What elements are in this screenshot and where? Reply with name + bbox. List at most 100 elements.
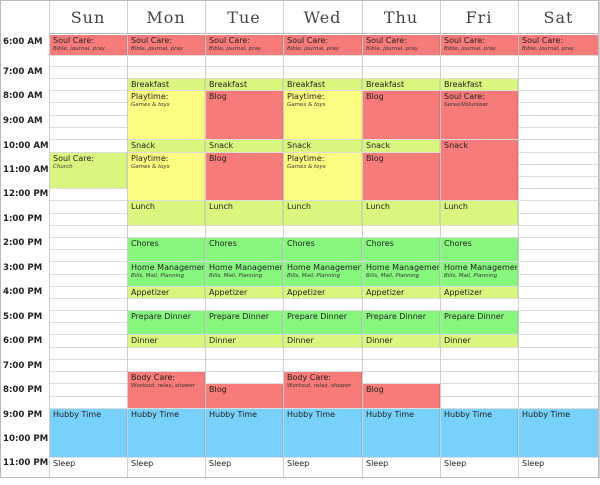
event-sleep[interactable]: Sleep: [363, 458, 440, 478]
event-sleep[interactable]: Sleep: [50, 458, 127, 478]
event-appetizer[interactable]: Appetizer: [284, 287, 362, 298]
event-breakfast[interactable]: Breakfast: [206, 79, 283, 90]
event-soul-care[interactable]: Soul Care: Bible, journal, pray: [519, 35, 599, 55]
event-prepare-dinner[interactable]: Prepare Dinner: [206, 311, 283, 334]
event-soul-care[interactable]: Soul Care: Bible, journal, pray: [206, 35, 283, 55]
event-blog[interactable]: Blog: [363, 91, 440, 139]
event-dinner[interactable]: Dinner: [363, 335, 440, 347]
event-sleep[interactable]: Sleep: [206, 458, 283, 478]
event-title: Prepare Dinner: [366, 312, 427, 321]
event-appetizer[interactable]: Appetizer: [441, 287, 518, 298]
event-chores[interactable]: Chores: [284, 238, 362, 261]
event-subtitle: Bills, Mail, Planning: [444, 273, 498, 279]
time-label: 11:00 AM: [3, 165, 49, 175]
event-hubby-time[interactable]: Hubby Time: [441, 409, 518, 457]
event-title: Lunch: [366, 202, 390, 211]
event-lunch[interactable]: Lunch: [206, 201, 283, 225]
event-blog[interactable]: Blog: [363, 384, 440, 408]
event-prepare-dinner[interactable]: Prepare Dinner: [284, 311, 362, 334]
time-label: 8:00 AM: [3, 91, 43, 101]
event-blog[interactable]: Blog: [363, 153, 440, 200]
event-hubby-time[interactable]: Hubby Time: [128, 409, 205, 457]
event-title: Breakfast: [444, 80, 483, 89]
event-sleep[interactable]: Sleep: [519, 458, 599, 478]
event-hubby-time[interactable]: Hubby Time: [284, 409, 362, 457]
event-lunch[interactable]: Lunch: [284, 201, 362, 225]
event-hubby-time[interactable]: Hubby Time: [519, 409, 599, 457]
grid-row-line: [49, 261, 599, 262]
event-subtitle: Bills, Mail, Planning: [209, 273, 263, 279]
event-appetizer[interactable]: Appetizer: [206, 287, 283, 298]
event-soul-care[interactable]: Soul Care: Serve/Volunteer: [441, 91, 518, 139]
event-snack[interactable]: Snack: [363, 140, 440, 152]
event-breakfast[interactable]: Breakfast: [363, 79, 440, 90]
event-body-care[interactable]: Body Care: Workout, relax, shower: [128, 372, 205, 408]
event-title: Home Management:: [287, 263, 362, 272]
event-lunch[interactable]: Lunch: [441, 201, 518, 225]
event-playtime[interactable]: Playtime: Games & toys: [284, 91, 362, 139]
event-home-management[interactable]: Home Management: Bills, Mail, Planning: [284, 262, 362, 286]
event-title: Snack: [444, 141, 469, 150]
event-blog[interactable]: Blog: [206, 153, 283, 200]
event-snack[interactable]: Snack: [441, 140, 518, 200]
event-subtitle: Bills, Mail, Planning: [366, 273, 420, 279]
event-body-care[interactable]: Body Care: Workout, relax, shower: [284, 372, 362, 408]
event-dinner[interactable]: Dinner: [206, 335, 283, 347]
event-home-management[interactable]: Home Management: Bills, Mail, Planning: [363, 262, 440, 286]
event-appetizer[interactable]: Appetizer: [128, 287, 205, 298]
event-breakfast[interactable]: Breakfast: [128, 79, 205, 90]
event-playtime[interactable]: Playtime: Games & toys: [284, 153, 362, 200]
event-soul-care[interactable]: Soul Care: Bible, journal, pray: [441, 35, 518, 55]
event-chores[interactable]: Chores: [128, 238, 205, 261]
event-title: Hubby Time: [131, 410, 180, 419]
event-chores[interactable]: Chores: [363, 238, 440, 261]
event-sleep[interactable]: Sleep: [284, 458, 362, 478]
event-chores[interactable]: Chores: [441, 238, 518, 261]
event-breakfast[interactable]: Breakfast: [441, 79, 518, 90]
event-blog[interactable]: Blog: [206, 384, 283, 408]
grid-row-line: [49, 78, 599, 79]
event-title: Soul Care:: [444, 92, 486, 101]
event-blog[interactable]: Blog: [206, 91, 283, 139]
event-title: Breakfast: [287, 80, 326, 89]
event-breakfast[interactable]: Breakfast: [284, 79, 362, 90]
event-prepare-dinner[interactable]: Prepare Dinner: [128, 311, 205, 334]
event-home-management[interactable]: Home Management: Bills, Mail, Planning: [128, 262, 205, 286]
event-dinner[interactable]: Dinner: [284, 335, 362, 347]
event-title: Blog: [366, 154, 384, 163]
event-subtitle: Bible, journal, pray: [366, 46, 419, 52]
event-home-management[interactable]: Home Management: Bills, Mail, Planning: [206, 262, 283, 286]
event-sleep[interactable]: Sleep: [128, 458, 205, 478]
event-soul-care[interactable]: Soul Care: Church: [50, 153, 127, 188]
event-lunch[interactable]: Lunch: [128, 201, 205, 225]
event-snack[interactable]: Snack: [128, 140, 205, 152]
event-home-management[interactable]: Home Management: Bills, Mail, Planning: [441, 262, 518, 286]
day-header-sun: Sun: [70, 8, 106, 27]
event-snack[interactable]: Snack: [284, 140, 362, 152]
event-hubby-time[interactable]: Hubby Time: [50, 409, 127, 457]
event-playtime[interactable]: Playtime: Games & toys: [128, 91, 205, 139]
event-chores[interactable]: Chores: [206, 238, 283, 261]
event-subtitle: Workout, relax, shower: [287, 383, 351, 389]
event-title: Snack: [209, 141, 234, 150]
event-prepare-dinner[interactable]: Prepare Dinner: [363, 311, 440, 334]
event-title: Chores: [287, 239, 315, 248]
event-soul-care[interactable]: Soul Care: Bible, journal, pray: [363, 35, 440, 55]
event-title: Sleep: [522, 459, 545, 468]
event-prepare-dinner[interactable]: Prepare Dinner: [441, 311, 518, 334]
event-hubby-time[interactable]: Hubby Time: [206, 409, 283, 457]
event-title: Dinner: [444, 336, 471, 345]
event-soul-care[interactable]: Soul Care: Bible, journal, pray: [50, 35, 127, 55]
event-soul-care[interactable]: Soul Care: Bible, journal, pray: [284, 35, 362, 55]
event-hubby-time[interactable]: Hubby Time: [363, 409, 440, 457]
event-playtime[interactable]: Playtime: Games & toys: [128, 153, 205, 200]
event-dinner[interactable]: Dinner: [441, 335, 518, 347]
event-appetizer[interactable]: Appetizer: [363, 287, 440, 298]
event-sleep[interactable]: Sleep: [441, 458, 518, 478]
grid-row-line: [49, 359, 599, 360]
event-title: Dinner: [287, 336, 314, 345]
event-snack[interactable]: Snack: [206, 140, 283, 152]
event-lunch[interactable]: Lunch: [363, 201, 440, 225]
event-soul-care[interactable]: Soul Care: Bible, journal, pray: [128, 35, 205, 55]
event-dinner[interactable]: Dinner: [128, 335, 205, 347]
